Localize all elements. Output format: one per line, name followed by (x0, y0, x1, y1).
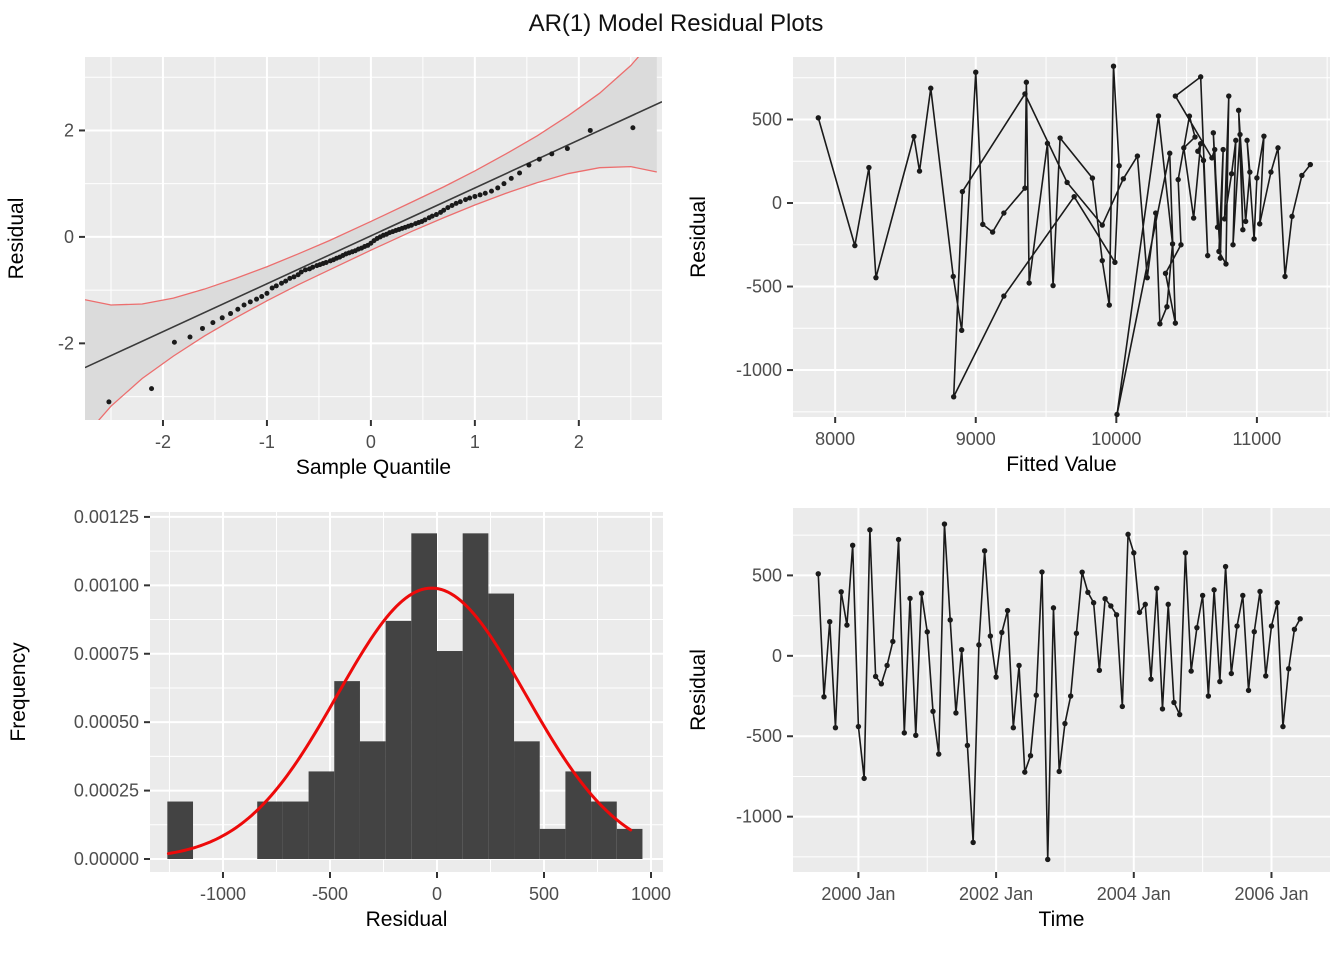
x-axis-title: Sample Quantile (296, 456, 451, 479)
y-tick-label: -2 (58, 333, 74, 353)
y-tick-label: -500 (746, 277, 782, 297)
y-tick-label: -1000 (736, 807, 782, 827)
y-tick-label: 0.00075 (74, 644, 139, 664)
y-axis-title: Frequency (7, 642, 30, 742)
x-tick-label: 1000 (631, 884, 671, 904)
x-tick-label: 2004 Jan (1097, 884, 1171, 904)
series-points (815, 63, 1314, 417)
y-tick-label: 0 (772, 193, 782, 213)
x-tick-label: 2006 Jan (1234, 884, 1308, 904)
figure-title: AR(1) Model Residual Plots (529, 10, 824, 37)
y-tick-label: 0.00000 (74, 849, 139, 869)
x-tick-label: 2002 Jan (959, 884, 1033, 904)
x-tick-label: 500 (529, 884, 559, 904)
x-tick-label: 11000 (1233, 429, 1282, 449)
y-axis-title: Residual (687, 649, 710, 731)
normal-density-curve (166, 586, 633, 856)
x-tick-label: -2 (155, 432, 171, 452)
qq-confidence-band (85, 57, 657, 420)
x-tick-label: 9000 (956, 429, 996, 449)
y-tick-label: 0 (772, 646, 782, 666)
qq-points (106, 125, 636, 405)
residual-vs-time-plot: 2000 Jan 2002 Jan 2004 Jan 2006 Jan -1000 -50… (687, 508, 1330, 931)
qq-reference-line (85, 100, 662, 369)
y-tick-label: 0.00050 (74, 712, 139, 732)
y-tick-label: 2 (64, 120, 74, 140)
residual-vs-fitted-plot: 8000 9000 10000 11000 -1000 -500 0 500 Fitted Va… (687, 57, 1330, 476)
x-tick-label: 8000 (815, 429, 855, 449)
x-axis-title: Fitted Value (1006, 453, 1117, 476)
y-tick-label: 0 (64, 227, 74, 247)
qq-band-lower-line (98, 165, 657, 420)
y-tick-label: 0.00100 (74, 575, 139, 595)
x-tick-label: 2 (574, 432, 584, 452)
y-tick-label: 0.00125 (74, 507, 139, 527)
y-axis-title: Residual (5, 198, 28, 280)
residual-histogram: -1000 -500 0 500 1000 0.00000 0.00025 0.00050 0.… (7, 507, 671, 931)
y-tick-label: -500 (746, 726, 782, 746)
y-axis-title: Residual (687, 196, 710, 278)
x-tick-label: -1 (259, 432, 275, 452)
x-tick-label: 2000 Jan (821, 884, 895, 904)
x-tick-label: -500 (312, 884, 348, 904)
qq-band-upper-line (85, 57, 640, 306)
x-tick-label: 1 (470, 432, 480, 452)
x-tick-label: 0 (432, 884, 442, 904)
y-tick-label: 500 (752, 565, 782, 585)
x-axis-title: Residual (366, 908, 448, 931)
series-points (815, 521, 1303, 863)
y-tick-label: 500 (752, 109, 782, 129)
x-tick-label: -1000 (200, 884, 246, 904)
qq-plot: -2 -1 0 1 2 -2 0 2 Sample Quantile Residual (5, 57, 662, 479)
x-tick-label: 0 (366, 432, 376, 452)
y-tick-label: -1000 (736, 360, 782, 380)
y-tick-label: 0.00025 (74, 781, 139, 801)
x-tick-label: 10000 (1091, 429, 1141, 449)
x-axis-title: Time (1039, 908, 1085, 931)
